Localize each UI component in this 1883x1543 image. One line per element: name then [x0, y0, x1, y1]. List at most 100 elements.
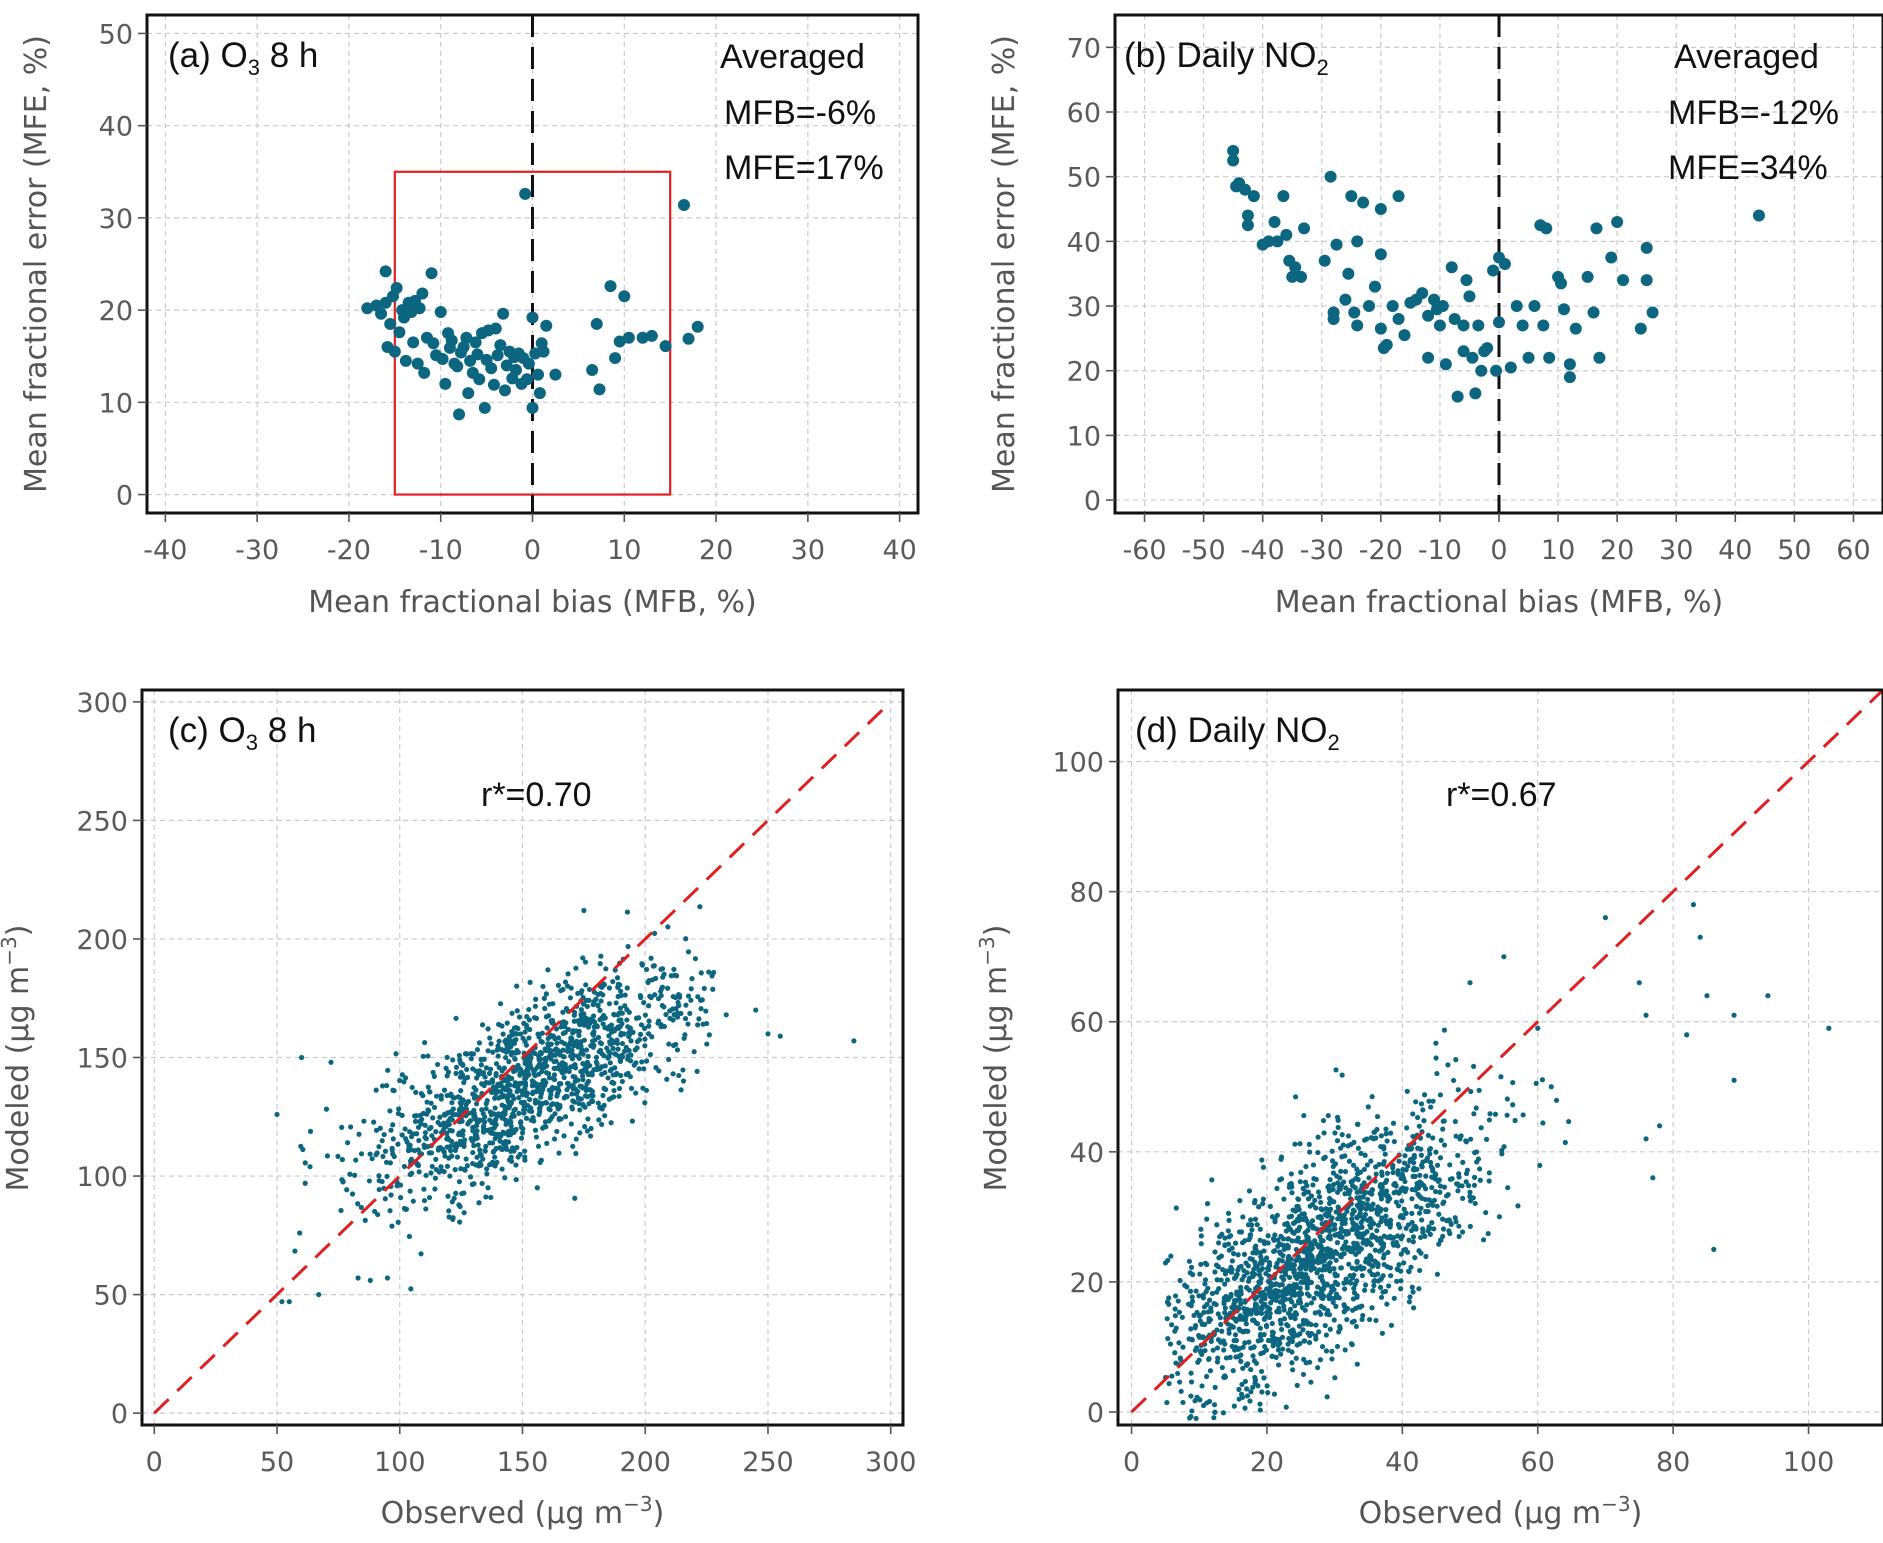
data-point	[1711, 1246, 1717, 1252]
data-point	[1447, 1162, 1453, 1168]
data-point	[1453, 1219, 1459, 1225]
data-point	[1338, 1225, 1344, 1232]
data-point	[691, 320, 704, 333]
data-point	[1383, 1188, 1390, 1194]
y-axis-label: Modeled (µg m−3)	[0, 925, 36, 1192]
data-point	[508, 1119, 514, 1125]
data-point	[407, 336, 420, 349]
data-point	[402, 1075, 409, 1081]
data-point	[1227, 154, 1240, 167]
data-point	[1188, 1264, 1195, 1270]
data-point	[1260, 1196, 1266, 1202]
x-axis-label-superscript: −3	[623, 1492, 652, 1516]
data-point	[1410, 1173, 1416, 1179]
data-point	[532, 1003, 538, 1009]
data-point	[646, 1018, 652, 1024]
data-point	[355, 1201, 361, 1207]
data-point	[1197, 1349, 1204, 1355]
data-point	[427, 337, 440, 350]
data-point	[618, 988, 624, 994]
x-axis-label-text: Observed (µg m	[1359, 1496, 1601, 1531]
data-point	[1364, 1201, 1370, 1207]
data-point	[1411, 1154, 1417, 1161]
data-point	[540, 1125, 546, 1131]
species-subscript: 2	[1317, 55, 1329, 80]
data-point	[575, 990, 581, 996]
data-point	[543, 991, 549, 997]
data-point	[377, 1125, 383, 1131]
data-point	[660, 974, 666, 980]
data-point	[530, 1079, 537, 1085]
data-point	[549, 1114, 555, 1120]
x-tick-label: 30	[791, 535, 825, 566]
data-point	[1456, 1223, 1462, 1229]
data-point	[381, 1131, 387, 1138]
data-point	[1398, 1251, 1404, 1257]
data-point	[1288, 1171, 1294, 1177]
data-point	[542, 1005, 548, 1012]
data-point	[545, 1013, 552, 1019]
data-point	[545, 1042, 552, 1049]
data-point	[1289, 1338, 1296, 1345]
data-point	[1218, 1339, 1224, 1345]
data-point	[561, 1074, 567, 1081]
data-point	[1243, 1362, 1250, 1368]
data-point	[1412, 1223, 1418, 1230]
data-point	[349, 1191, 356, 1197]
data-point	[643, 966, 650, 973]
data-point	[1528, 300, 1541, 313]
data-point	[422, 1134, 428, 1140]
data-point	[371, 1119, 377, 1125]
data-point	[656, 1068, 662, 1074]
data-point	[1196, 1293, 1202, 1299]
data-point	[1471, 1174, 1478, 1180]
data-point	[1239, 1381, 1245, 1388]
data-point	[505, 1048, 511, 1054]
data-point	[532, 368, 545, 381]
data-point	[1300, 1371, 1307, 1378]
x-axis-label-close: )	[653, 1496, 665, 1531]
data-point	[521, 1110, 527, 1116]
data-point	[631, 1062, 637, 1068]
data-point	[1222, 1235, 1228, 1241]
data-point	[1328, 1197, 1334, 1203]
y-tick-label: 150	[76, 1044, 128, 1075]
data-point	[429, 1133, 435, 1139]
data-point	[569, 1040, 575, 1046]
data-point	[1499, 1147, 1505, 1153]
data-point	[1427, 1159, 1434, 1166]
data-point	[1409, 1196, 1415, 1202]
data-point	[480, 1125, 487, 1131]
data-point	[500, 359, 513, 372]
data-point	[1425, 1132, 1431, 1138]
data-point	[682, 1016, 689, 1022]
data-point	[451, 360, 464, 373]
data-point	[1391, 1295, 1397, 1301]
data-point	[1428, 1104, 1434, 1110]
data-point	[1357, 1169, 1364, 1175]
data-point	[1393, 1182, 1399, 1189]
data-point	[1168, 1253, 1174, 1259]
points	[274, 904, 857, 1305]
data-point	[1367, 1253, 1373, 1259]
data-point	[439, 377, 452, 390]
data-point	[395, 1141, 401, 1147]
data-point	[606, 1033, 612, 1039]
data-point	[1227, 1354, 1233, 1360]
data-point	[1316, 1309, 1322, 1315]
data-point	[1414, 1180, 1420, 1187]
data-point	[426, 1150, 432, 1156]
data-point	[1456, 1171, 1462, 1177]
data-point	[561, 1133, 567, 1139]
data-point	[1363, 1282, 1369, 1288]
data-point	[1236, 1386, 1242, 1392]
data-point	[1180, 1344, 1186, 1350]
stat-annotation: MFB=-6%	[724, 94, 876, 132]
data-point	[1429, 1220, 1435, 1226]
data-point	[1258, 1258, 1264, 1264]
data-point	[1283, 1228, 1289, 1234]
data-point	[1297, 1179, 1303, 1185]
data-point	[1351, 1290, 1358, 1296]
data-point	[621, 1048, 628, 1054]
data-point	[1419, 1195, 1425, 1201]
